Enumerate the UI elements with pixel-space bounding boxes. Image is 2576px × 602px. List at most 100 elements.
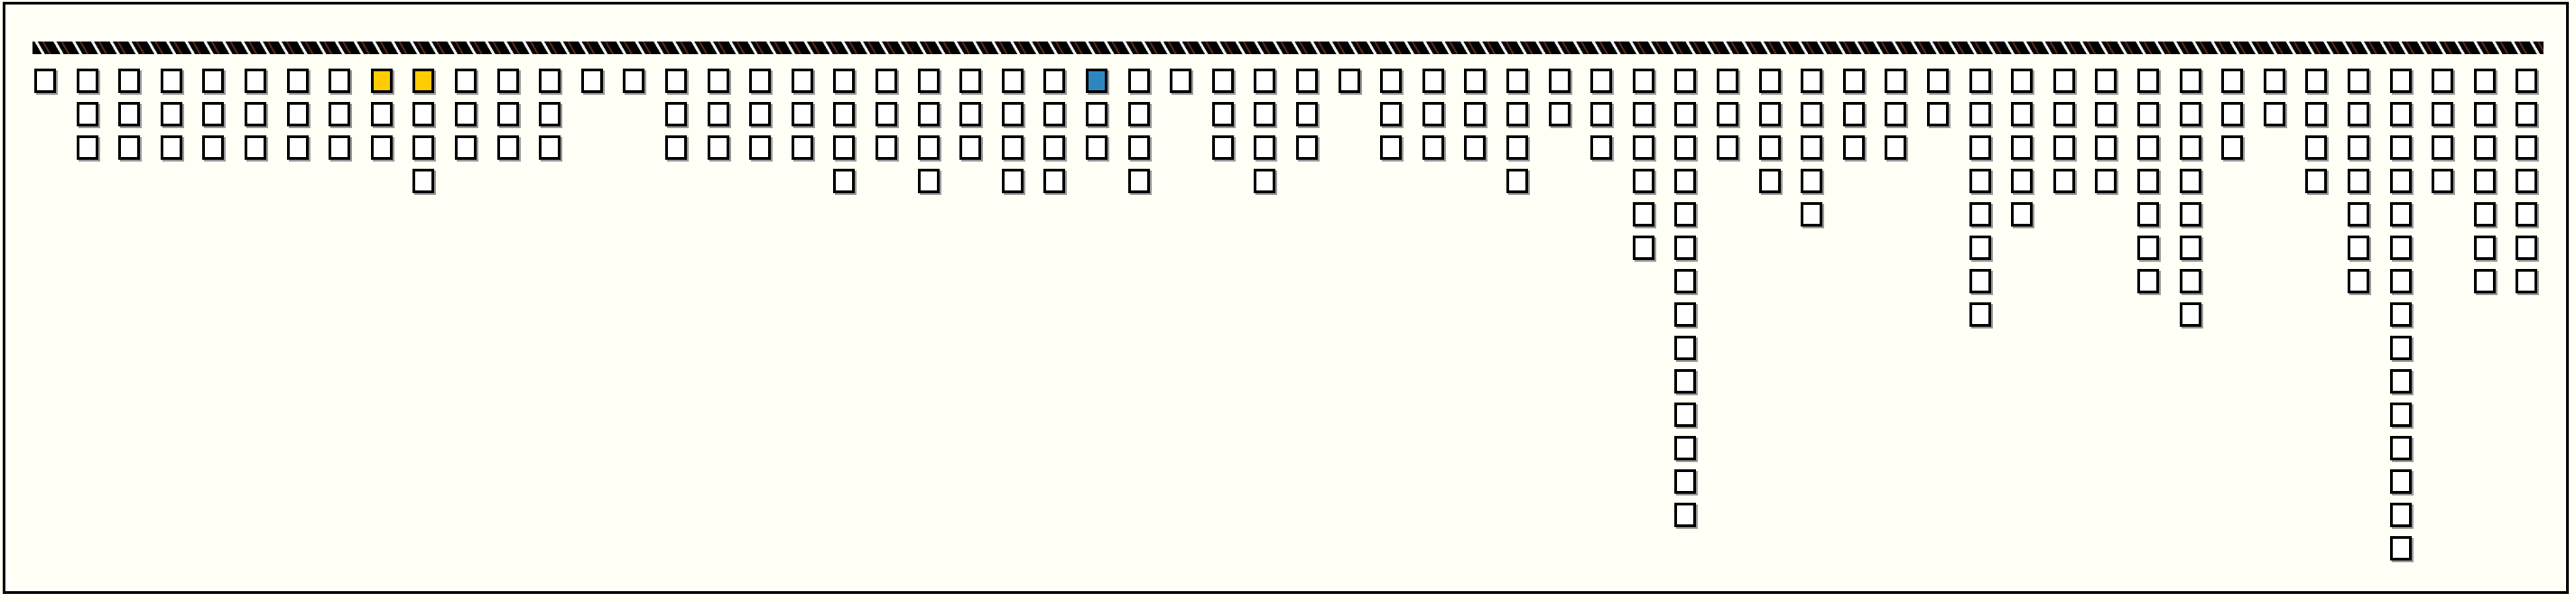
cell-c48-r3 bbox=[2011, 135, 2033, 160]
cell-c22-r3 bbox=[918, 135, 940, 160]
cell-c43-r2 bbox=[1801, 102, 1822, 126]
cell-c8-r1 bbox=[329, 69, 350, 93]
cell-c57-r2 bbox=[2390, 102, 2412, 126]
cell-c54-r1 bbox=[2264, 69, 2285, 93]
cell-c40-r5 bbox=[1674, 202, 1696, 227]
cell-c3-r2 bbox=[118, 102, 140, 126]
cell-c3-r1 bbox=[118, 69, 140, 93]
cell-c7-r3 bbox=[287, 135, 309, 160]
cell-c10-r2 bbox=[412, 102, 434, 126]
cell-c36-r4 bbox=[1506, 169, 1528, 193]
cell-c52-r8 bbox=[2180, 302, 2201, 327]
cell-c57-r12 bbox=[2390, 436, 2412, 460]
cell-c49-r4 bbox=[2053, 169, 2075, 193]
cell-c22-r2 bbox=[918, 102, 940, 126]
cell-c35-r1 bbox=[1464, 69, 1486, 93]
cell-c59-r6 bbox=[2474, 236, 2496, 260]
cell-c52-r7 bbox=[2180, 269, 2201, 293]
cell-c52-r5 bbox=[2180, 202, 2201, 227]
cell-c57-r5 bbox=[2390, 202, 2412, 227]
cell-c55-r3 bbox=[2305, 135, 2327, 160]
cell-c27-r2 bbox=[1128, 102, 1150, 126]
cell-c47-r8 bbox=[1969, 302, 1991, 327]
cell-c40-r8 bbox=[1674, 302, 1696, 327]
cell-c31-r2 bbox=[1296, 102, 1318, 126]
cell-c9-r2 bbox=[371, 102, 393, 126]
cell-c45-r1 bbox=[1885, 69, 1906, 93]
cell-c51-r2 bbox=[2137, 102, 2159, 126]
cell-c52-r6 bbox=[2180, 236, 2201, 260]
cell-c31-r3 bbox=[1296, 135, 1318, 160]
cell-c39-r6 bbox=[1633, 236, 1654, 260]
cell-c53-r3 bbox=[2221, 135, 2243, 160]
cell-c51-r4 bbox=[2137, 169, 2159, 193]
cell-c21-r1 bbox=[876, 69, 897, 93]
cell-c10-r3 bbox=[412, 135, 434, 160]
cell-c25-r1 bbox=[1043, 69, 1065, 93]
cell-c56-r7 bbox=[2348, 269, 2369, 293]
cell-c39-r4 bbox=[1633, 169, 1654, 193]
cell-c30-r4 bbox=[1254, 169, 1275, 193]
cell-c5-r1 bbox=[202, 69, 224, 93]
cell-c49-r1 bbox=[2053, 69, 2075, 93]
cell-c18-r2 bbox=[749, 102, 771, 126]
cell-c41-r1 bbox=[1717, 69, 1738, 93]
cell-c10-r1 bbox=[412, 69, 434, 93]
cell-c40-r11 bbox=[1674, 403, 1696, 427]
cell-c48-r1 bbox=[2011, 69, 2033, 93]
cell-c34-r3 bbox=[1422, 135, 1444, 160]
cell-c22-r4 bbox=[918, 169, 940, 193]
cell-c17-r2 bbox=[708, 102, 729, 126]
cell-c57-r13 bbox=[2390, 469, 2412, 494]
cell-c42-r1 bbox=[1759, 69, 1781, 93]
cell-c59-r3 bbox=[2474, 135, 2496, 160]
cell-c27-r4 bbox=[1128, 169, 1150, 193]
cell-c21-r3 bbox=[876, 135, 897, 160]
cell-c20-r2 bbox=[833, 102, 855, 126]
cell-c42-r2 bbox=[1759, 102, 1781, 126]
cell-c47-r2 bbox=[1969, 102, 1991, 126]
cell-c39-r1 bbox=[1633, 69, 1654, 93]
cell-c30-r1 bbox=[1254, 69, 1275, 93]
cell-c11-r2 bbox=[455, 102, 477, 126]
cell-c57-r10 bbox=[2390, 369, 2412, 394]
cell-c52-r4 bbox=[2180, 169, 2201, 193]
cell-c12-r1 bbox=[497, 69, 519, 93]
cell-c57-r14 bbox=[2390, 503, 2412, 527]
cell-c60-r6 bbox=[2516, 236, 2537, 260]
cell-c57-r11 bbox=[2390, 403, 2412, 427]
cell-c52-r2 bbox=[2180, 102, 2201, 126]
cell-c55-r2 bbox=[2305, 102, 2327, 126]
cell-c38-r1 bbox=[1590, 69, 1612, 93]
cell-c29-r3 bbox=[1212, 135, 1234, 160]
cell-c54-r2 bbox=[2264, 102, 2285, 126]
cell-c50-r2 bbox=[2095, 102, 2117, 126]
cell-c59-r7 bbox=[2474, 269, 2496, 293]
cell-c40-r4 bbox=[1674, 169, 1696, 193]
cell-c7-r1 bbox=[287, 69, 309, 93]
cell-c30-r3 bbox=[1254, 135, 1275, 160]
cell-c26-r1 bbox=[1086, 69, 1107, 93]
cell-c44-r3 bbox=[1843, 135, 1865, 160]
cell-c39-r5 bbox=[1633, 202, 1654, 227]
cell-c20-r3 bbox=[833, 135, 855, 160]
cell-c2-r2 bbox=[77, 102, 98, 126]
cell-c19-r2 bbox=[792, 102, 813, 126]
cell-c6-r1 bbox=[245, 69, 266, 93]
cell-c40-r10 bbox=[1674, 369, 1696, 394]
cell-c11-r1 bbox=[455, 69, 477, 93]
cell-c44-r2 bbox=[1843, 102, 1865, 126]
cell-c23-r2 bbox=[959, 102, 981, 126]
cell-c43-r4 bbox=[1801, 169, 1822, 193]
cell-c8-r2 bbox=[329, 102, 350, 126]
cell-c40-r3 bbox=[1674, 135, 1696, 160]
cell-c18-r3 bbox=[749, 135, 771, 160]
cell-c47-r3 bbox=[1969, 135, 1991, 160]
cell-c21-r2 bbox=[876, 102, 897, 126]
cell-c51-r1 bbox=[2137, 69, 2159, 93]
cell-c4-r1 bbox=[161, 69, 182, 93]
cell-c50-r3 bbox=[2095, 135, 2117, 160]
cell-c16-r3 bbox=[665, 135, 687, 160]
cell-c1-r1 bbox=[34, 69, 56, 93]
cell-c36-r2 bbox=[1506, 102, 1528, 126]
